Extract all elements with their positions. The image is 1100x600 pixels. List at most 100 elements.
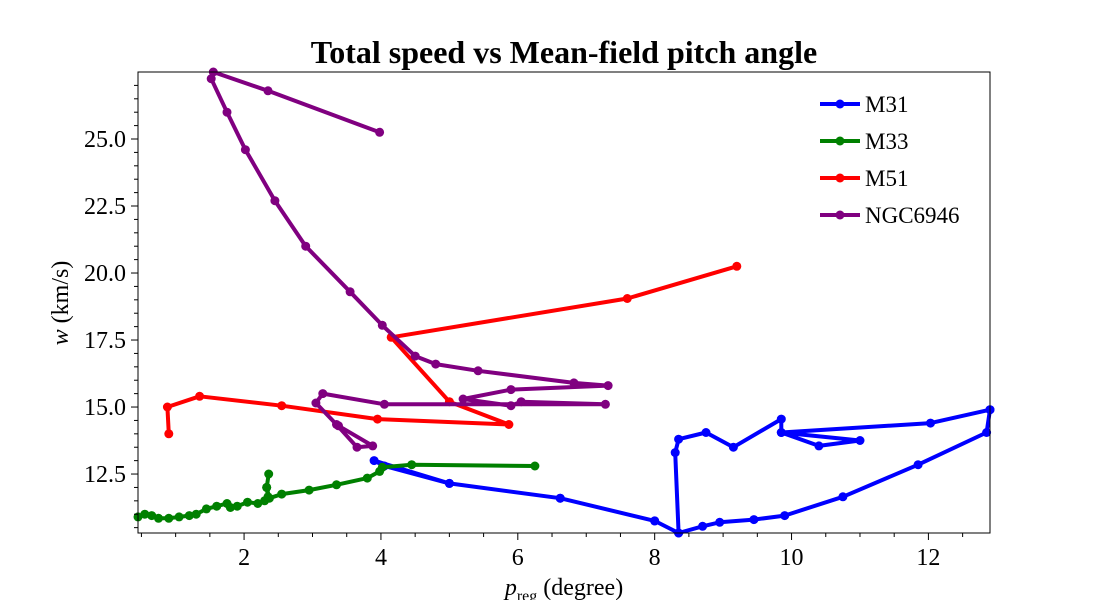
data-point-ngc6946 bbox=[263, 86, 273, 96]
data-point-ngc6946 bbox=[311, 398, 321, 408]
data-point-m33 bbox=[264, 469, 274, 479]
data-point-ngc6946 bbox=[206, 74, 216, 84]
data-point-m33 bbox=[262, 482, 272, 492]
series-ngc6946 bbox=[206, 67, 613, 452]
y-tick-label: 17.5 bbox=[84, 328, 126, 354]
x-tick-label: 10 bbox=[780, 545, 804, 571]
data-point-m33 bbox=[140, 509, 150, 519]
data-point-m33 bbox=[191, 509, 201, 519]
data-point-m51 bbox=[622, 294, 632, 303]
data-point-ngc6946 bbox=[352, 442, 362, 452]
data-point-ngc6946 bbox=[410, 351, 420, 361]
legend-label: M31 bbox=[865, 92, 908, 117]
data-point-m31 bbox=[444, 478, 454, 488]
y-axis-label-unit: (km/s) bbox=[48, 261, 74, 330]
y-tick-label: 25.0 bbox=[84, 127, 126, 153]
data-point-m51 bbox=[277, 401, 287, 411]
data-point-ngc6946 bbox=[458, 394, 468, 404]
y-tick-label: 12.5 bbox=[84, 462, 126, 488]
legend-marker bbox=[835, 210, 845, 220]
data-point-m33 bbox=[232, 501, 242, 511]
data-point-m33 bbox=[530, 461, 540, 471]
data-point-m33 bbox=[362, 473, 372, 483]
data-point-m33 bbox=[304, 485, 314, 495]
data-point-m31 bbox=[749, 515, 759, 525]
data-point-m33 bbox=[253, 499, 263, 508]
data-point-m31 bbox=[670, 448, 680, 458]
plot-frame bbox=[137, 71, 991, 534]
legend-item-ngc6946: NGC6946 bbox=[820, 203, 960, 228]
data-point-m31 bbox=[776, 428, 786, 437]
data-point-m31 bbox=[369, 456, 379, 466]
legend-item-m31: M31 bbox=[820, 92, 908, 117]
data-point-m33 bbox=[201, 504, 211, 514]
data-point-ngc6946 bbox=[222, 107, 232, 117]
legend-item-m33: M33 bbox=[820, 129, 908, 154]
series-line-ngc6946 bbox=[209, 70, 611, 450]
legend-marker bbox=[835, 173, 845, 183]
y-axis-label-symbol: w bbox=[48, 329, 74, 345]
data-point-m31 bbox=[776, 414, 786, 424]
chart-title: Total speed vs Mean-field pitch angle bbox=[311, 34, 817, 70]
x-tick-label: 2 bbox=[238, 545, 250, 571]
data-point-ngc6946 bbox=[345, 287, 355, 297]
data-point-m31 bbox=[650, 516, 660, 526]
series-m51 bbox=[162, 261, 742, 439]
data-point-ngc6946 bbox=[569, 378, 579, 388]
data-point-ngc6946 bbox=[431, 359, 441, 369]
data-point-ngc6946 bbox=[375, 127, 385, 137]
data-point-m33 bbox=[147, 511, 157, 521]
data-point-m31 bbox=[674, 434, 684, 444]
data-point-m31 bbox=[982, 428, 992, 437]
data-point-m31 bbox=[913, 460, 923, 470]
data-point-ngc6946 bbox=[473, 366, 483, 376]
data-point-ngc6946 bbox=[379, 399, 389, 409]
data-point-ngc6946 bbox=[240, 145, 250, 155]
series-line-m31 bbox=[372, 407, 992, 535]
y-axis-label: w (km/s) bbox=[48, 261, 74, 346]
data-point-m31 bbox=[555, 493, 565, 503]
legend-label: M33 bbox=[865, 129, 908, 154]
x-axis-label-unit: (degree) bbox=[537, 575, 623, 600]
data-point-ngc6946 bbox=[301, 241, 311, 251]
data-point-ngc6946 bbox=[318, 389, 328, 399]
data-point-m31 bbox=[855, 436, 865, 445]
data-point-m31 bbox=[701, 428, 711, 437]
legend-marker bbox=[835, 99, 845, 109]
data-point-m51 bbox=[373, 414, 382, 424]
legend-label: NGC6946 bbox=[865, 203, 960, 228]
data-point-m51 bbox=[504, 420, 514, 429]
y-tick-label: 22.5 bbox=[84, 194, 126, 220]
data-point-ngc6946 bbox=[270, 196, 280, 206]
data-point-m33 bbox=[184, 511, 194, 521]
x-axis-label: preg (degree) bbox=[503, 575, 623, 600]
axes: 2 4 6 8 10 12 12.5 15.0 17.5 20.0 22.5 25.0 bbox=[84, 84, 964, 571]
legend-label: M51 bbox=[865, 166, 908, 191]
data-point-ngc6946 bbox=[506, 401, 516, 411]
x-tick-label: 6 bbox=[512, 545, 524, 571]
data-point-m31 bbox=[838, 492, 848, 502]
y-tick-label: 20.0 bbox=[84, 261, 126, 287]
data-point-m33 bbox=[164, 513, 174, 523]
legend-item-m51: M51 bbox=[820, 166, 908, 191]
x-tick-label: 12 bbox=[916, 545, 940, 571]
legend-marker bbox=[835, 136, 845, 146]
x-tick-label: 8 bbox=[649, 545, 661, 571]
x-axis-label-symbol: p bbox=[503, 575, 517, 600]
plot-area bbox=[133, 67, 995, 538]
data-point-m33 bbox=[332, 480, 341, 490]
data-point-m33 bbox=[212, 501, 222, 511]
data-point-m33 bbox=[174, 512, 184, 522]
data-point-ngc6946 bbox=[516, 397, 526, 407]
data-point-m31 bbox=[780, 511, 790, 521]
y-tick-label: 15.0 bbox=[84, 395, 126, 421]
data-point-m31 bbox=[814, 441, 824, 451]
data-point-m33 bbox=[377, 462, 387, 472]
data-point-m31 bbox=[728, 442, 738, 452]
x-axis-label-subscript: reg bbox=[517, 588, 537, 600]
data-point-m51 bbox=[162, 402, 172, 412]
data-point-m33 bbox=[243, 497, 252, 507]
data-point-ngc6946 bbox=[334, 421, 343, 431]
series-m33 bbox=[133, 460, 540, 523]
